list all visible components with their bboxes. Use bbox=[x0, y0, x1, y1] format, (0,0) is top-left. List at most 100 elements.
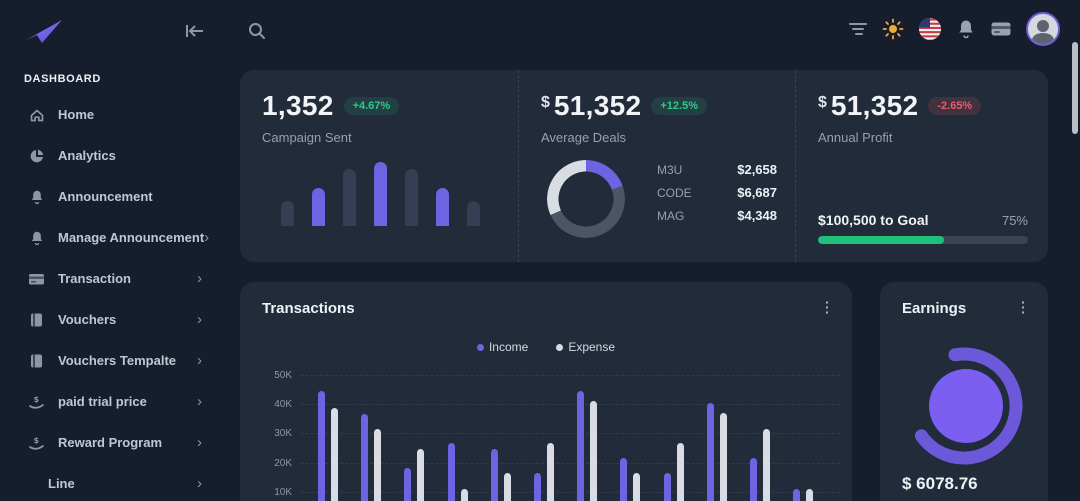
transactions-legend: Income Expense bbox=[240, 340, 852, 354]
sidebar-item-home[interactable]: Home bbox=[0, 94, 220, 135]
deal-value: $2,658 bbox=[737, 162, 777, 177]
legend-item-income[interactable]: Income bbox=[476, 340, 528, 354]
home-icon bbox=[28, 106, 45, 123]
hand-dollar-icon: $ bbox=[28, 434, 45, 451]
sidebar-item-label: Analytics bbox=[58, 148, 116, 163]
sidebar-item-label: Home bbox=[58, 107, 95, 122]
hand-dollar-icon: $ bbox=[28, 393, 45, 410]
transactions-menu-button[interactable]: ⋮ bbox=[816, 296, 838, 318]
deal-label: MAG bbox=[657, 208, 685, 223]
currency-prefix: $ bbox=[818, 94, 827, 111]
user-avatar[interactable] bbox=[1026, 12, 1060, 46]
app-logo[interactable] bbox=[24, 16, 64, 46]
expense-bar bbox=[547, 443, 554, 501]
campaign-mini-bar-chart bbox=[278, 160, 498, 226]
expense-bar bbox=[763, 428, 770, 501]
voucher-icon bbox=[28, 352, 45, 369]
filter-lines-icon bbox=[849, 23, 867, 35]
currency-prefix: $ bbox=[541, 94, 550, 111]
earnings-arc bbox=[914, 347, 1023, 465]
sidebar-item-paid-trial-price[interactable]: $ paid trial price › bbox=[0, 381, 220, 422]
pie-chart-icon bbox=[28, 147, 45, 164]
legend-item-expense[interactable]: Expense bbox=[556, 340, 615, 354]
deal-row-m3u: M3U $2,658 bbox=[657, 158, 777, 181]
transactions-title: Transactions bbox=[262, 300, 355, 317]
income-bar bbox=[577, 390, 585, 501]
collapse-icon bbox=[186, 25, 203, 37]
campaign-sent-value: 1,352 bbox=[262, 90, 334, 121]
scrollbar-thumb[interactable] bbox=[1072, 42, 1078, 134]
income-bar bbox=[706, 402, 714, 501]
chevron-right-icon: › bbox=[197, 311, 202, 328]
deal-label: CODE bbox=[657, 185, 692, 200]
sidebar-item-label: Manage Announcement bbox=[58, 230, 205, 245]
notifications-button[interactable] bbox=[956, 18, 976, 40]
sidebar-item-label: Vouchers bbox=[58, 312, 117, 327]
average-deals-value: 51,352 bbox=[553, 90, 642, 121]
sidebar-item-label: paid trial price bbox=[58, 394, 147, 409]
sidebar-item-reward-program[interactable]: $ Reward Program › bbox=[0, 422, 220, 463]
income-bar bbox=[490, 449, 498, 501]
expense-bar bbox=[806, 488, 814, 501]
legend-label: Expense bbox=[568, 340, 616, 354]
income-bar bbox=[447, 443, 455, 501]
expense-bar bbox=[460, 488, 468, 501]
sidebar-item-manage-announcement[interactable]: Manage Announcement › bbox=[0, 217, 220, 258]
earnings-amount: $ 6078.76 bbox=[902, 474, 978, 493]
sidebar-item-line[interactable]: Line › bbox=[0, 463, 220, 501]
income-bar bbox=[318, 390, 325, 501]
wallet-button[interactable] bbox=[990, 20, 1012, 38]
campaign-sent-badge: +4.67% bbox=[343, 97, 400, 115]
bell-icon bbox=[28, 229, 45, 246]
sun-icon bbox=[882, 18, 904, 40]
expense-bar bbox=[719, 412, 727, 501]
gridline bbox=[300, 404, 840, 406]
chevron-right-icon: › bbox=[204, 229, 210, 246]
campaign-sent-label: Campaign Sent bbox=[262, 130, 352, 145]
y-axis-tick: 30K bbox=[274, 428, 292, 440]
earnings-ring-chart bbox=[904, 346, 1024, 466]
search-button[interactable] bbox=[246, 20, 268, 42]
gridline bbox=[300, 433, 840, 435]
legend-dot bbox=[476, 343, 484, 351]
filter-lines-button[interactable] bbox=[848, 21, 868, 37]
sidebar-item-vouchers[interactable]: Vouchers › bbox=[0, 299, 220, 340]
theme-toggle-button[interactable] bbox=[882, 18, 904, 40]
y-axis-tick: 40K bbox=[274, 399, 292, 411]
deal-row-code: CODE $6,687 bbox=[657, 181, 777, 204]
sidebar-item-announcement[interactable]: Announcement bbox=[0, 176, 220, 217]
mini-bar bbox=[405, 169, 418, 226]
deal-value: $6,687 bbox=[737, 185, 777, 200]
credit-card-icon bbox=[28, 270, 45, 287]
bell-icon bbox=[28, 188, 45, 205]
sidebar-item-label: Reward Program bbox=[58, 435, 163, 450]
chevron-right-icon: › bbox=[197, 393, 202, 410]
sidebar-item-label: Vouchers Tempalte bbox=[58, 353, 176, 368]
transactions-bar-chart bbox=[300, 365, 840, 501]
expense-bar bbox=[590, 401, 598, 501]
income-bar bbox=[620, 458, 628, 501]
expense-bar bbox=[633, 472, 641, 501]
deals-donut-chart bbox=[547, 160, 625, 238]
sidebar-collapse-button[interactable] bbox=[184, 22, 206, 40]
sidebar-item-transaction[interactable]: Transaction › bbox=[0, 258, 220, 299]
goal-percent: 75% bbox=[1001, 212, 1028, 228]
bell-icon bbox=[959, 20, 973, 39]
chevron-right-icon: › bbox=[197, 475, 202, 492]
transactions-card: Transactions ⋮ Income Expense 50K 40K 30K 2… bbox=[240, 282, 852, 501]
gridline bbox=[300, 375, 840, 376]
sidebar-nav: Home Analytics Announcement Manage Announce… bbox=[0, 94, 220, 501]
language-flag-button[interactable] bbox=[918, 17, 942, 41]
sidebar-item-vouchers-tempalte[interactable]: Vouchers Tempalte › bbox=[0, 340, 220, 381]
sidebar-item-analytics[interactable]: Analytics bbox=[0, 135, 220, 176]
income-bar bbox=[404, 468, 412, 501]
expense-bar bbox=[331, 408, 338, 501]
y-axis-tick: 20K bbox=[274, 457, 292, 469]
deals-breakdown-list: M3U $2,658 CODE $6,687 MAG $4,348 bbox=[657, 158, 777, 227]
chevron-right-icon: › bbox=[197, 352, 202, 369]
search-icon bbox=[249, 23, 265, 39]
income-bar bbox=[534, 472, 541, 501]
mini-bar bbox=[374, 162, 387, 226]
earnings-menu-button[interactable]: ⋮ bbox=[1012, 296, 1034, 318]
goal-progress-bar bbox=[818, 236, 1028, 244]
